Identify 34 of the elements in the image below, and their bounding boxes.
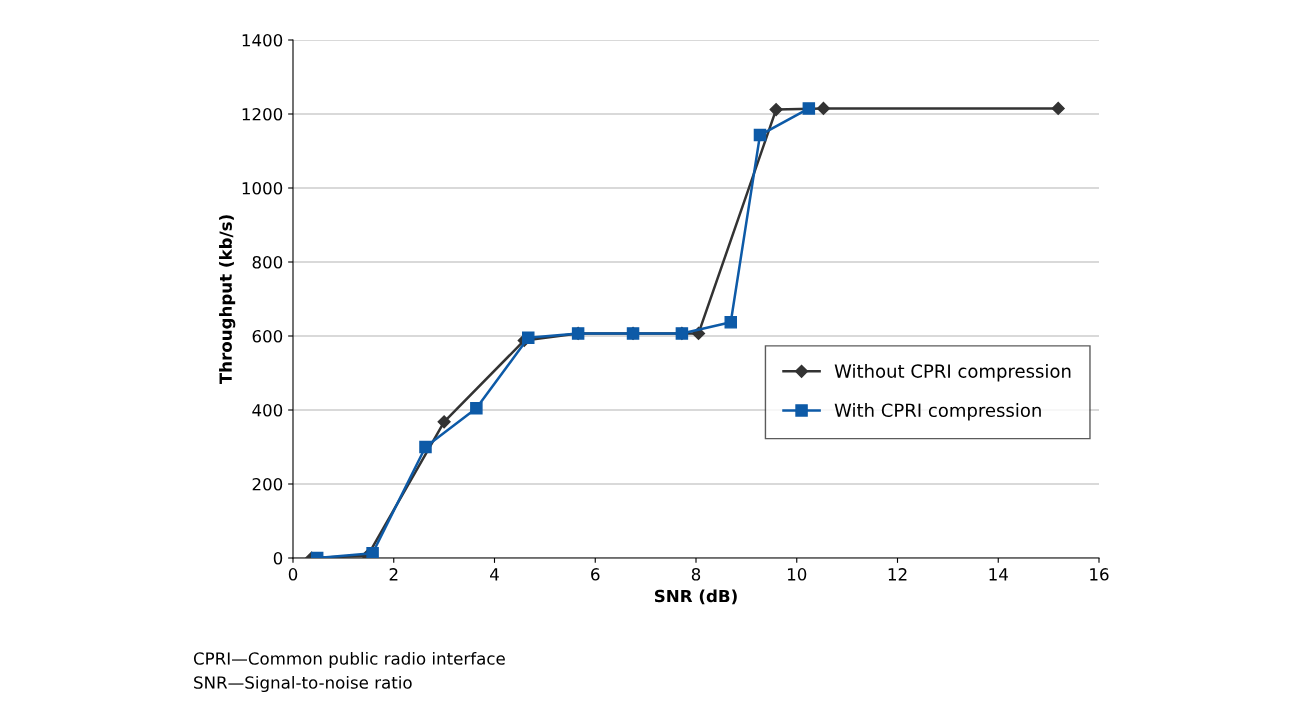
text: CPRI—Common public radio interface <box>193 651 505 669</box>
point <box>437 415 451 429</box>
point <box>802 102 816 115</box>
y-tick-label: 1000 <box>242 181 283 195</box>
point <box>470 401 483 415</box>
point <box>724 316 738 329</box>
y-tick-label: 1400 <box>242 33 283 47</box>
y-tick-label: 600 <box>252 329 283 343</box>
x-tick-label: 4 <box>490 568 499 581</box>
x-tick-label: 6 <box>591 568 600 581</box>
legend-label: Without CPRI compression <box>834 363 1071 382</box>
legend-label: With CPRI compression <box>834 403 1041 421</box>
y-tick-label: 0 <box>273 551 283 565</box>
x-tick-label: 16 <box>1090 568 1109 581</box>
point <box>753 128 767 142</box>
x-tick-label: 0 <box>288 568 298 581</box>
y-tick-label: 400 <box>252 403 283 417</box>
text: SNR—Signal-to-noise ratio <box>194 675 412 693</box>
y-axis-title: Throughput (kb/s) <box>219 215 236 385</box>
y-tick-label: 1200 <box>242 107 283 121</box>
point <box>366 546 379 558</box>
x-tick-label: 8 <box>691 568 701 581</box>
x-tick-label: 14 <box>989 568 1008 581</box>
point <box>816 101 831 116</box>
point <box>419 440 432 454</box>
y-tick-label: 200 <box>252 477 283 491</box>
point <box>769 102 783 117</box>
point <box>1051 101 1065 116</box>
x-axis-title: SNR (dB) <box>654 589 737 605</box>
x-tick-label: 12 <box>888 568 907 581</box>
x-tick-label: 10 <box>787 568 807 581</box>
x-tick-label: 2 <box>389 568 398 581</box>
y-tick-label: 800 <box>252 255 283 269</box>
point <box>522 331 535 345</box>
